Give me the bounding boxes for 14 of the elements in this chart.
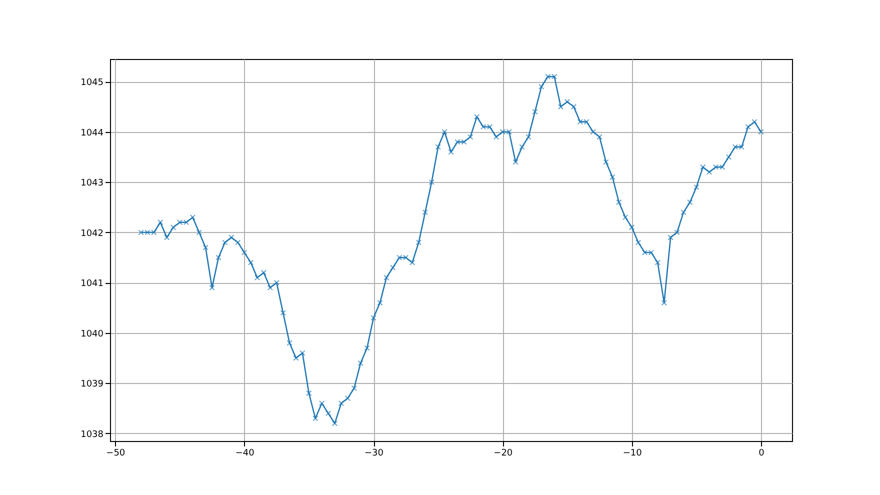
y-tick-label: 1045 (80, 78, 104, 88)
x-tick-label: −40 (235, 448, 255, 458)
y-tick-label: 1043 (80, 178, 104, 189)
x-tick-label: 0 (758, 448, 765, 458)
x-tick-label: −10 (622, 448, 642, 458)
y-tick-label: 1042 (80, 228, 104, 239)
y-tick-label: 1038 (80, 430, 104, 440)
y-tick-label: 1044 (80, 128, 104, 138)
y-tick-label: 1041 (80, 279, 104, 290)
x-tick-label: −50 (106, 448, 126, 458)
x-tick-label: −30 (364, 448, 384, 458)
y-tick-label: 1039 (80, 380, 104, 390)
y-tick-label: 1040 (80, 329, 104, 340)
x-tick-label: −20 (494, 448, 513, 458)
